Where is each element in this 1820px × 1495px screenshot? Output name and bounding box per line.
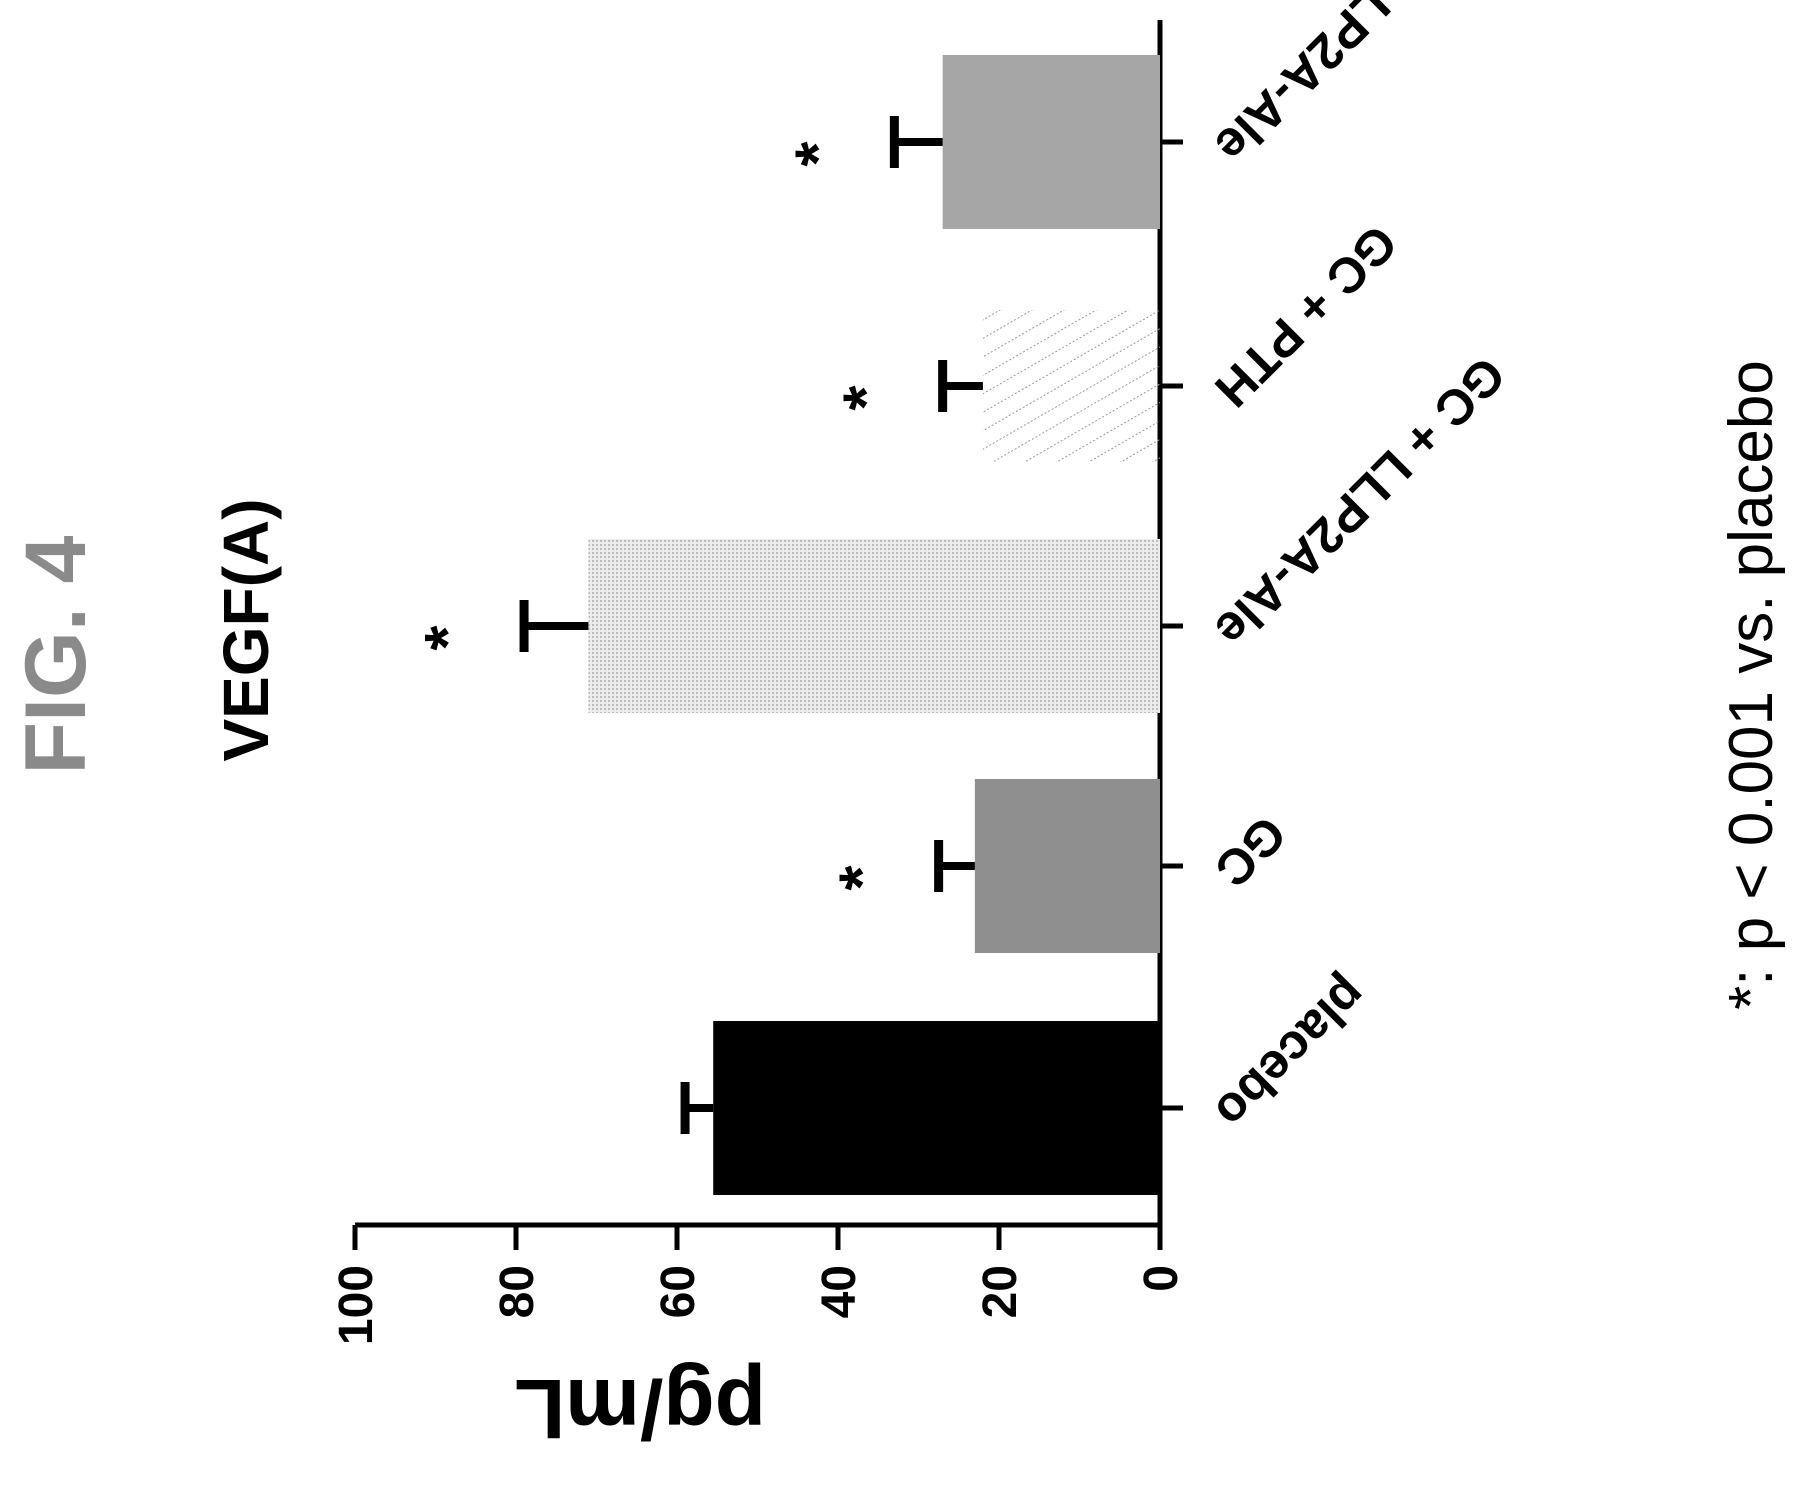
significance-star: *	[830, 385, 902, 410]
significance-star: *	[781, 141, 853, 166]
value-tick-label: 0	[1135, 1265, 1188, 1292]
significance-star: *	[826, 865, 898, 890]
value-tick-label: 60	[652, 1265, 705, 1318]
bars-group: * * * *	[411, 55, 1160, 1195]
significance-footnote: *: p < 0.001 vs. placebo	[1717, 360, 1786, 1010]
bar	[974, 779, 1160, 953]
significance-star: *	[411, 625, 483, 650]
category-label: GC + PTH	[1204, 214, 1408, 418]
value-tick-label: 100	[330, 1265, 383, 1345]
value-tick-label: 20	[974, 1265, 1027, 1318]
category-label: GC + PTH + LLP2A-Ale	[1204, 0, 1627, 174]
category-label: GC	[1204, 805, 1297, 898]
value-tick-label: 80	[491, 1265, 544, 1318]
chart-title: VEGF(A)	[210, 498, 282, 761]
value-tick-label: 40	[813, 1265, 866, 1318]
y-axis-label: pg/mL	[514, 1362, 766, 1456]
bar	[982, 310, 1160, 462]
figure-label: FIG. 4	[8, 535, 104, 774]
value-axis-ticks: 0 20 40 60 80 100	[330, 1225, 1188, 1345]
bar	[713, 1021, 1160, 1195]
category-label: placebo	[1204, 967, 1377, 1140]
bar	[588, 539, 1160, 713]
bar	[942, 55, 1160, 229]
